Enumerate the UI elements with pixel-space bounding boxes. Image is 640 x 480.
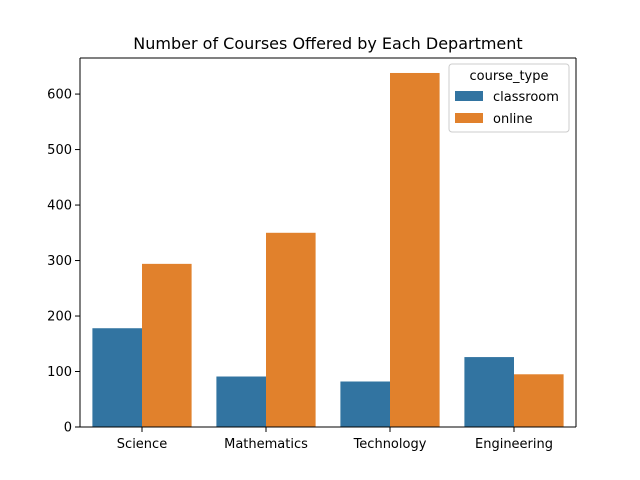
bar-online-technology — [390, 72, 440, 427]
x-tick-label: Technology — [353, 437, 427, 452]
y-tick-label: 200 — [47, 310, 72, 325]
y-tick-label: 300 — [47, 254, 72, 269]
bar-classroom-engineering — [464, 357, 514, 427]
y-tick-label: 600 — [47, 88, 72, 103]
x-tick-label: Engineering — [475, 437, 553, 452]
bar-online-science — [142, 263, 192, 427]
y-tick-label: 500 — [47, 143, 72, 158]
legend-title: course_type — [470, 69, 549, 84]
bar-classroom-science — [92, 328, 142, 427]
legend-swatch-online — [455, 113, 483, 123]
plot-area: 0 100 200 300 400 500 600 Science Mathematics Tec… — [47, 57, 577, 452]
legend: course_type classroom online — [448, 63, 570, 133]
y-tick-label: 0 — [64, 421, 72, 436]
chart-title: Number of Courses Offered by Each Depart… — [133, 34, 522, 53]
x-tick-label: Science — [117, 437, 167, 452]
y-tick-label: 400 — [47, 199, 72, 214]
legend-label-online: online — [493, 112, 533, 127]
legend-swatch-classroom — [455, 91, 483, 101]
x-tick-label: Mathematics — [224, 437, 308, 452]
legend-label-classroom: classroom — [493, 90, 559, 105]
bar-classroom-mathematics — [216, 376, 266, 427]
bar-online-engineering — [514, 374, 564, 427]
bar-online-mathematics — [266, 232, 316, 427]
y-tick-label: 100 — [47, 365, 72, 380]
bar-classroom-technology — [340, 381, 390, 427]
